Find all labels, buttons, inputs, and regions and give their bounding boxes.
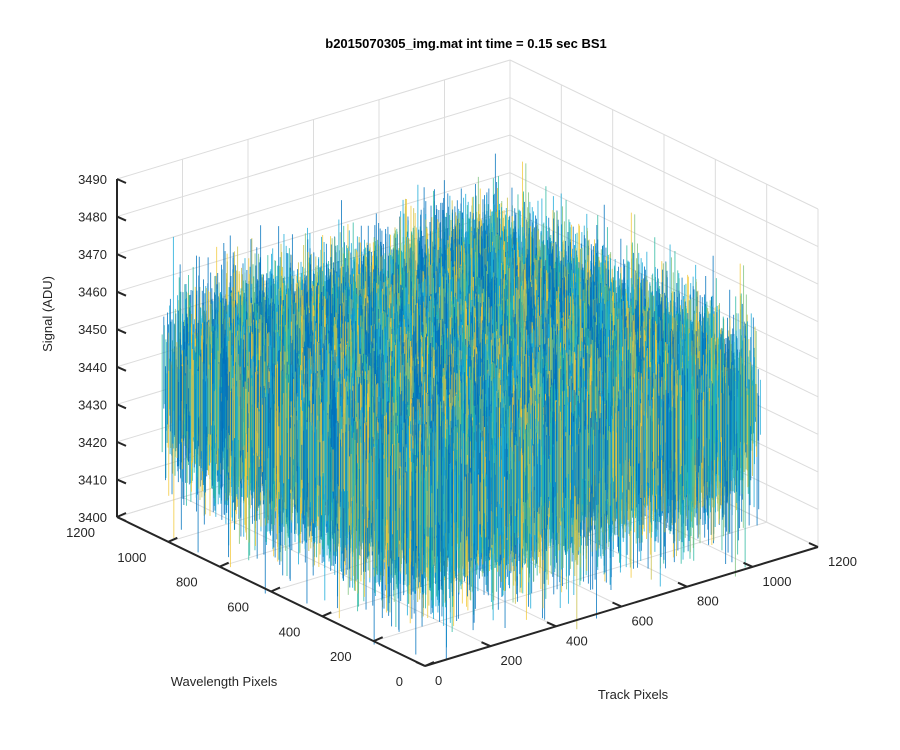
grid-line (116, 59, 511, 180)
grid-line (116, 97, 511, 218)
grid-line (509, 97, 819, 248)
grid-line (509, 59, 819, 210)
chart-title: b2015070305_img.mat int time = 0.15 sec … (325, 36, 606, 51)
grid-line (116, 134, 511, 255)
grid-line (509, 134, 819, 285)
surface-mesh (161, 153, 761, 660)
